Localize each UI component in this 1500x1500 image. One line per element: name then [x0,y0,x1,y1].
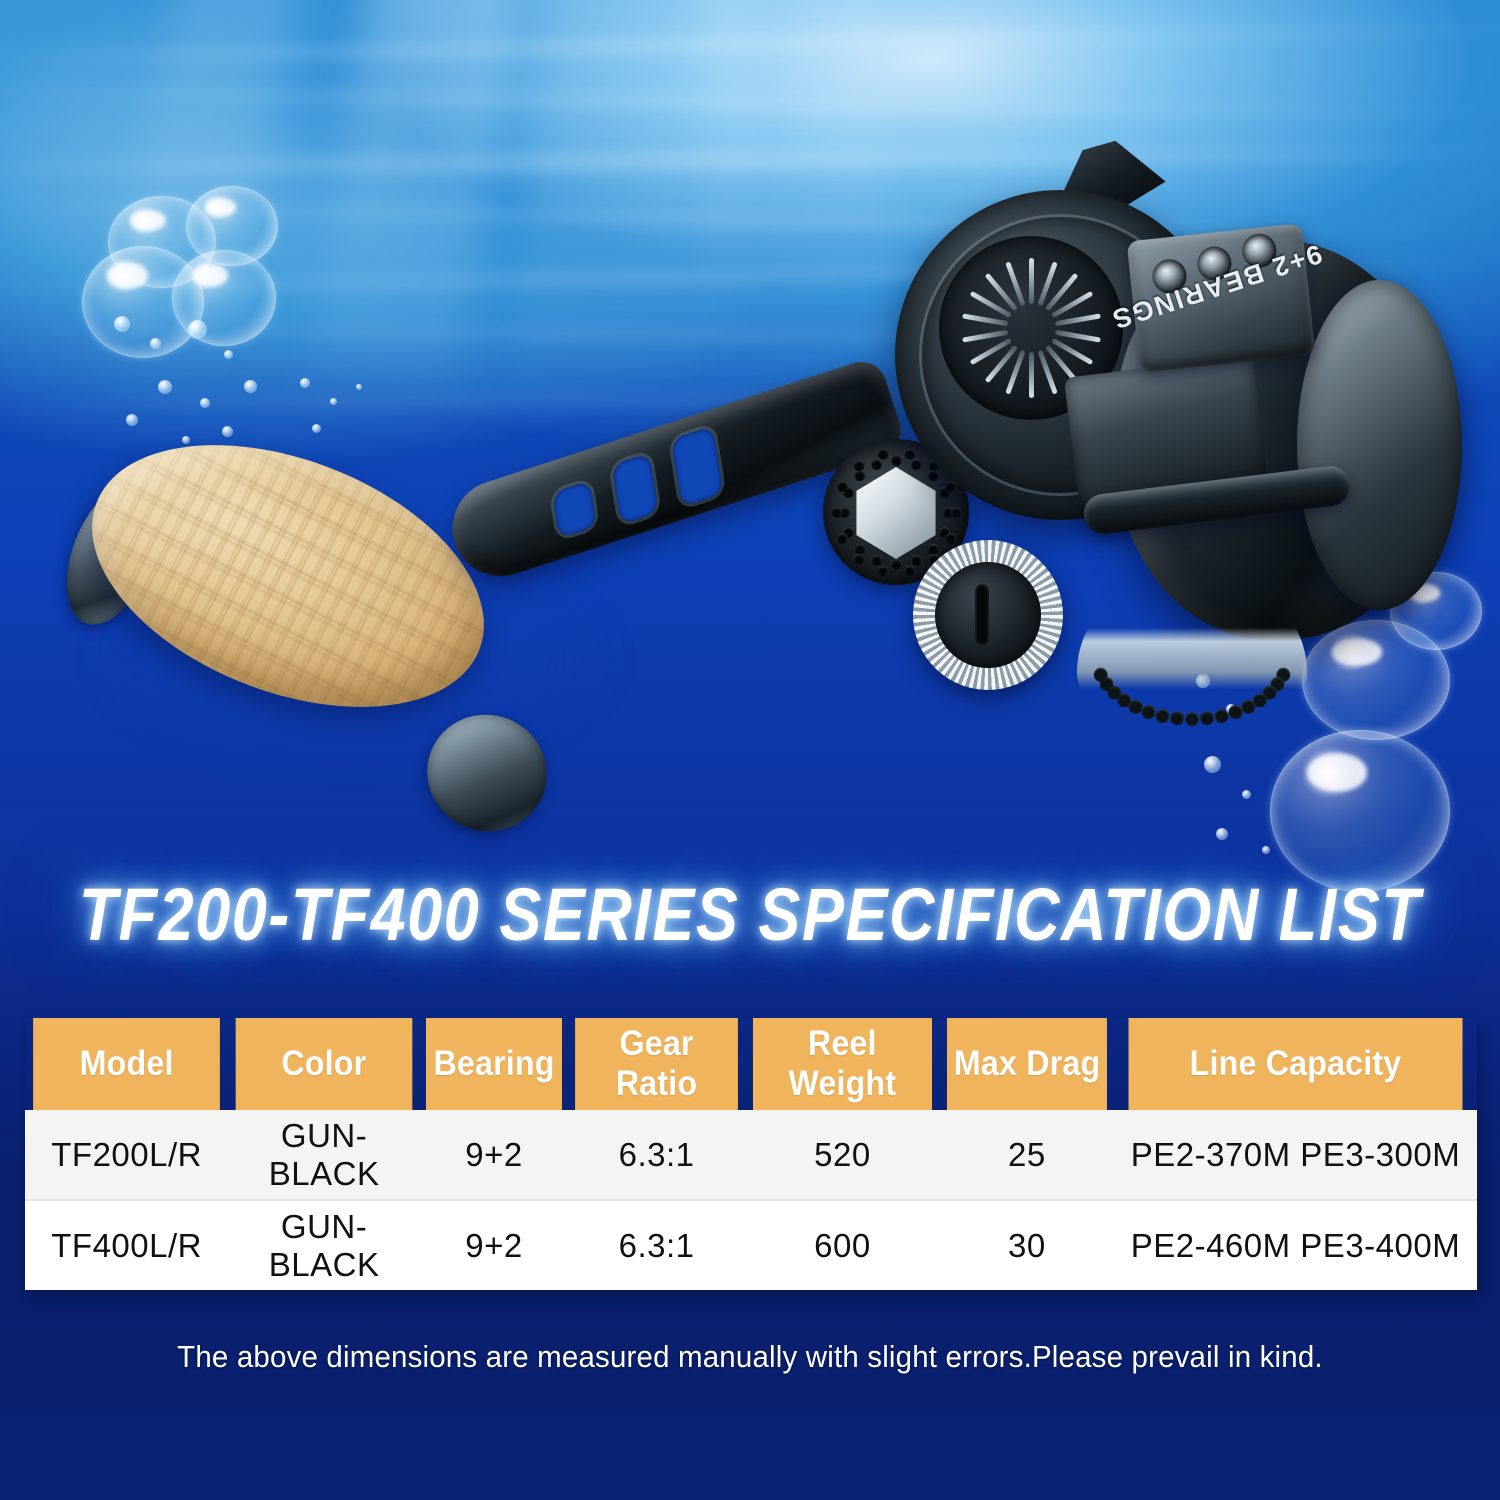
cell-line-capacity: PE2-370M PE3-300M [1113,1110,1477,1200]
cell-gear-ratio: 6.3:1 [568,1110,746,1200]
cell-model: TF400L/R [25,1199,229,1290]
page-title: TF200-TF400 SERIES SPECIFICATION LIST [78,873,1422,957]
reel-body: 9+2 BEARINGS F [865,150,1475,770]
column-header-max-drag: Max Drag [946,1018,1107,1110]
arm-cutout [670,425,724,508]
column-header-gear-ratio: Gear Ratio [575,1018,739,1110]
star-drag-knob [913,540,1063,690]
cell-bearing: 9+2 [419,1110,569,1200]
column-header-bearing: Bearing [425,1018,563,1110]
cell-line-capacity: PE2-460M PE3-400M [1113,1199,1477,1290]
column-header-line-capacity: Line Capacity [1128,1018,1463,1110]
bubble-trail [296,376,416,456]
cell-bearing: 9+2 [419,1199,569,1290]
cell-max-drag: 30 [939,1199,1114,1290]
cell-color: GUN-BLACK [228,1110,420,1200]
cell-reel-weight: 520 [745,1110,940,1200]
cell-reel-weight: 600 [745,1199,940,1290]
cell-max-drag: 25 [939,1110,1114,1200]
fishing-reel-image: 9+2 BEARINGS F [35,120,1475,849]
column-header-reel-weight: Reel Weight [752,1018,932,1110]
arm-cutout [611,452,659,525]
bubble-icon [1270,730,1450,892]
arm-cutout [551,480,598,539]
bubble-spray [96,310,316,470]
disclaimer-text: The above dimensions are measured manual… [177,1339,1323,1374]
spool-rim [1297,280,1462,610]
specification-table: Model Color Bearing Gear Ratio Reel Weig… [25,1018,1477,1290]
column-header-model: Model [33,1018,221,1110]
perforated-arc-plate [1077,570,1307,740]
hub-perforations [823,439,969,585]
table-header-row: Model Color Bearing Gear Ratio Reel Weig… [25,1018,1477,1110]
cell-model: TF200L/R [25,1110,229,1200]
column-header-color: Color [235,1018,413,1110]
table-row: TF200L/R GUN-BLACK 9+2 6.3:1 520 25 PE2-… [25,1110,1477,1200]
table-row: TF400L/R GUN-BLACK 9+2 6.3:1 600 30 PE2-… [25,1199,1477,1290]
cell-color: GUN-BLACK [228,1199,420,1290]
cell-gear-ratio: 6.3:1 [568,1199,746,1290]
